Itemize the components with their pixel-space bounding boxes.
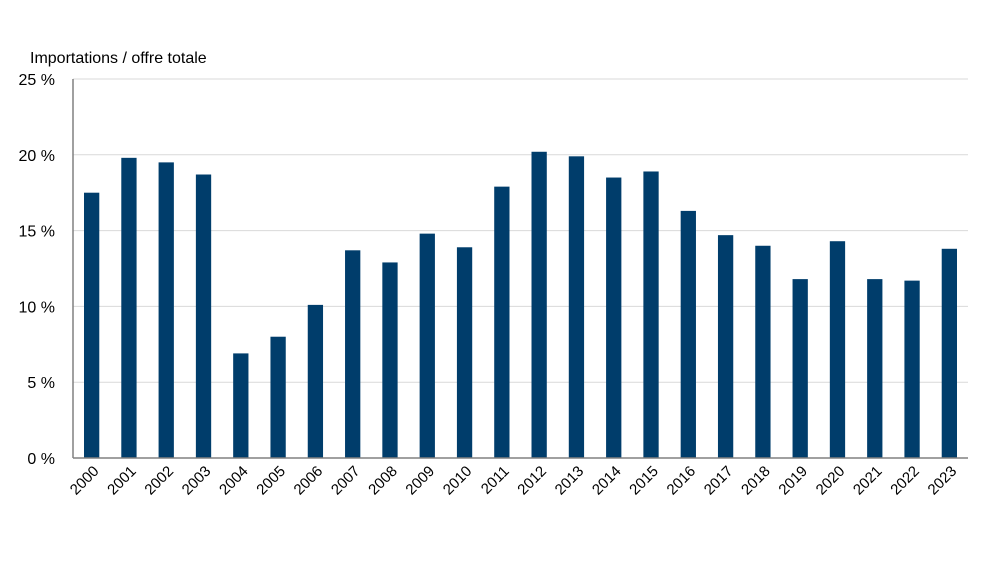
x-tick-label: 2023 (925, 463, 961, 499)
x-tick-label: 2005 (253, 463, 289, 499)
bar-2010 (456, 247, 473, 458)
gridlines (73, 78, 968, 383)
x-tick-label: 2010 (440, 463, 476, 499)
bars (84, 151, 957, 459)
x-tick-label: 2020 (813, 463, 849, 499)
x-tick-label: 2014 (589, 463, 625, 499)
x-tick-label: 2016 (664, 463, 700, 499)
bar-2023 (941, 248, 957, 458)
x-tick-label: 2008 (365, 463, 401, 499)
bar-2012 (531, 151, 547, 458)
bar-2003 (195, 174, 212, 458)
x-tick-label: 2019 (775, 463, 811, 499)
bar-2005 (270, 336, 286, 458)
y-tick-label: 0 % (27, 451, 55, 468)
bar-2020 (829, 241, 846, 458)
bar-2000 (84, 192, 100, 458)
bar-2009 (419, 233, 435, 458)
x-tick-label: 2018 (738, 463, 774, 499)
x-tick-label: 2007 (328, 463, 364, 499)
bar-2015 (643, 171, 659, 458)
x-tick-label: 2009 (402, 463, 438, 499)
y-axis-label: Importations / offre totale (30, 50, 207, 67)
x-tick-label: 2012 (514, 463, 550, 499)
bar-2007 (345, 250, 361, 458)
y-tick-label: 15 % (19, 224, 55, 241)
bar-2018 (755, 245, 771, 458)
bar-2014 (606, 177, 622, 459)
bar-2022 (904, 280, 920, 458)
x-tick-labels: 2000 2001 2002 2003 2004 2005 2006 2007 2008 2009… (67, 463, 960, 499)
y-tick-labels: 0 % 5 % 10 % 15 % 20 % 25 % (19, 72, 55, 468)
bar-2011 (494, 186, 510, 459)
bar-2004 (233, 353, 249, 458)
y-tick-label: 20 % (19, 148, 55, 165)
bar-2021 (867, 279, 883, 458)
x-tick-label: 2006 (291, 463, 327, 499)
bar-2008 (382, 262, 398, 458)
bar-2016 (680, 210, 696, 458)
bar-2002 (158, 162, 174, 458)
x-tick-label: 2004 (216, 463, 252, 499)
bar-2006 (307, 304, 324, 458)
y-tick-label: 25 % (19, 72, 55, 89)
bar-2017 (717, 235, 734, 458)
x-tick-label: 2022 (887, 463, 923, 499)
bar-2001 (121, 157, 137, 458)
x-tick-label: 2002 (141, 463, 177, 499)
x-tick-label: 2000 (67, 463, 103, 499)
y-tick-label: 10 % (19, 299, 55, 316)
x-tick-label: 2021 (850, 463, 886, 499)
y-tick-label: 5 % (27, 375, 55, 392)
x-tick-label: 2003 (179, 463, 215, 499)
x-tick-label: 2001 (104, 463, 140, 499)
x-tick-label: 2013 (552, 463, 588, 499)
bar-2019 (792, 279, 808, 458)
bar-2013 (568, 156, 585, 459)
x-tick-label: 2011 (478, 463, 513, 498)
x-tick-label: 2017 (701, 463, 737, 499)
x-tick-label: 2015 (626, 463, 662, 499)
